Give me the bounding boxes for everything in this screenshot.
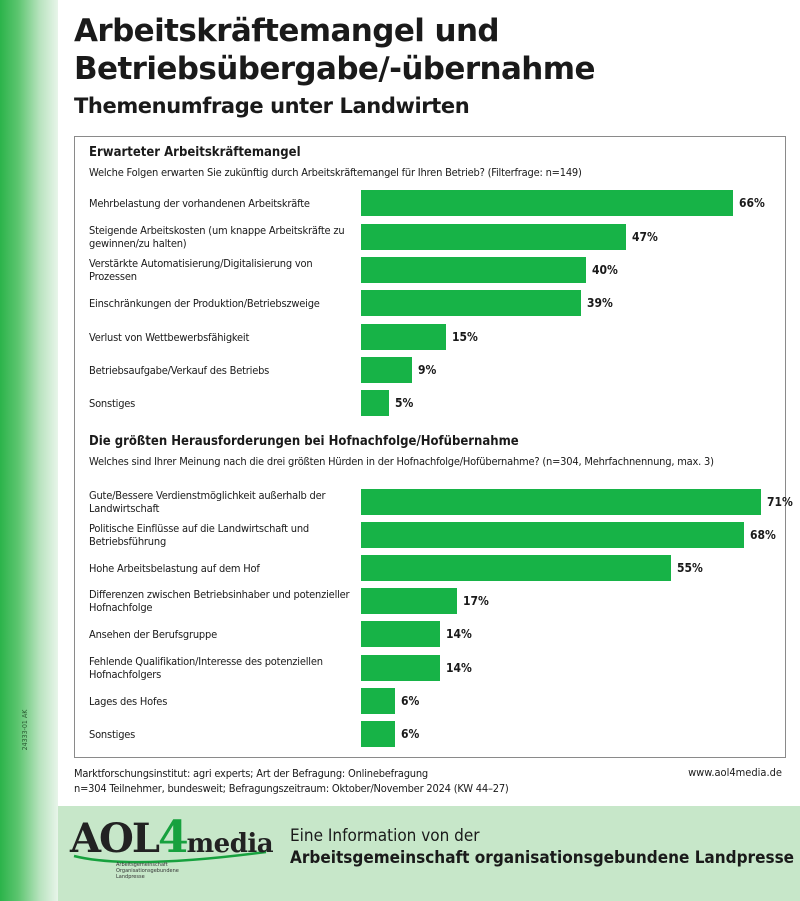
bar (361, 257, 586, 283)
bottom-info-band (58, 806, 800, 901)
bar-label: Steigende Arbeitskosten (um knappe Arbei… (89, 224, 345, 250)
left-accent-stripe (0, 0, 58, 901)
logo-swoosh-icon (73, 850, 267, 864)
bar-value-label: 68% (750, 528, 776, 542)
source-line-1: Marktforschungsinstitut: agri experts; A… (74, 767, 429, 780)
bar-value-label: 14% (446, 627, 472, 641)
bar-label: Sonstiges (89, 396, 136, 410)
bar (361, 390, 389, 416)
bar-value-label: 47% (632, 230, 658, 244)
bar-label: Gute/Bessere Verdienstmöglichkeit außerh… (89, 489, 326, 515)
bar-label: Sonstiges (89, 727, 136, 741)
bar-value-label: 66% (739, 196, 765, 210)
bar-value-label: 39% (587, 296, 613, 310)
title-line-2: Betriebsübergabe/-übernahme (74, 51, 596, 87)
page-subtitle: Themenumfrage unter Landwirten (74, 94, 470, 118)
logo-fineprint-line: Organisationsgebundene (116, 868, 179, 874)
bar-value-label: 5% (395, 396, 414, 410)
bar-label: Hohe Arbeitsbelastung auf dem Hof (89, 561, 260, 575)
bar-label: Lages des Hofes (89, 694, 168, 708)
bar-value-label: 40% (592, 263, 618, 277)
bar (361, 588, 457, 614)
bar-value-label: 15% (452, 330, 478, 344)
aol4media-logo: AOL4media Arbeitsgemeinschaft Organisati… (70, 812, 274, 892)
chart2-title: Die größten Herausforderungen bei Hofnac… (89, 434, 519, 449)
bar (361, 324, 446, 350)
bar-value-label: 71% (767, 495, 793, 509)
website-url: www.aol4media.de (688, 766, 782, 779)
bar-label: Politische Einflüsse auf die Landwirtsch… (89, 522, 310, 548)
bar (361, 655, 440, 681)
bar-label: Verstärkte Automatisierung/Digitalisieru… (89, 257, 313, 283)
logo-fineprint: Arbeitsgemeinschaft Organisationsgebunde… (116, 862, 179, 880)
bar-value-label: 6% (401, 727, 420, 741)
logo-fineprint-line: Arbeitsgemeinschaft (116, 862, 168, 868)
bar-label: Einschränkungen der Produktion/Betriebsz… (89, 296, 320, 310)
logo-text-4: 4 (158, 812, 189, 863)
bar-value-label: 55% (677, 561, 703, 575)
bar-label: Mehrbelastung der vorhandenen Arbeitskrä… (89, 196, 310, 210)
bar-label: Ansehen der Berufsgruppe (89, 627, 217, 641)
bar (361, 721, 395, 747)
bar-label: Betriebsaufgabe/Verkauf des Betriebs (89, 363, 270, 377)
bar-value-label: 14% (446, 661, 472, 675)
bar (361, 224, 626, 250)
bar (361, 522, 744, 548)
chart1-question: Welche Folgen erwarten Sie zukünftig dur… (89, 166, 582, 179)
page-title: Arbeitskräftemangel und Betriebsübergabe… (74, 12, 794, 88)
chart1-title: Erwarteter Arbeitskräftemangel (89, 145, 301, 160)
bar (361, 489, 761, 515)
bar-value-label: 17% (463, 594, 489, 608)
logo-wordmark: AOL4media (70, 812, 274, 863)
bar (361, 688, 395, 714)
chart2-question: Welches sind Ihrer Meinung nach die drei… (89, 455, 714, 468)
bar (361, 621, 440, 647)
logo-text-aol: AOL (70, 815, 160, 862)
bar-label: Verlust von Wettbewerbsfähigkeit (89, 330, 250, 344)
bar-label: Fehlende Qualifikation/Interesse des pot… (89, 655, 323, 681)
page-code: 24333-01 AK (21, 709, 29, 751)
bar-label: Differenzen zwischen Betriebsinhaber und… (89, 588, 350, 614)
bar (361, 190, 733, 216)
source-note: Marktforschungsinstitut: agri experts; A… (74, 766, 509, 796)
info-line-2: Arbeitsgemeinschaft organisationsgebunde… (290, 848, 795, 868)
title-line-1: Arbeitskräftemangel und (74, 13, 500, 49)
logo-text-media: media (186, 829, 274, 859)
bar (361, 555, 671, 581)
bar-value-label: 6% (401, 694, 420, 708)
source-line-2: n=304 Teilnehmer, bundesweit; Befragungs… (74, 782, 509, 795)
info-line-1: Eine Information von der (290, 826, 480, 846)
bar (361, 290, 581, 316)
bar-value-label: 9% (418, 363, 437, 377)
bar (361, 357, 412, 383)
logo-fineprint-line: Landpresse (116, 874, 145, 880)
